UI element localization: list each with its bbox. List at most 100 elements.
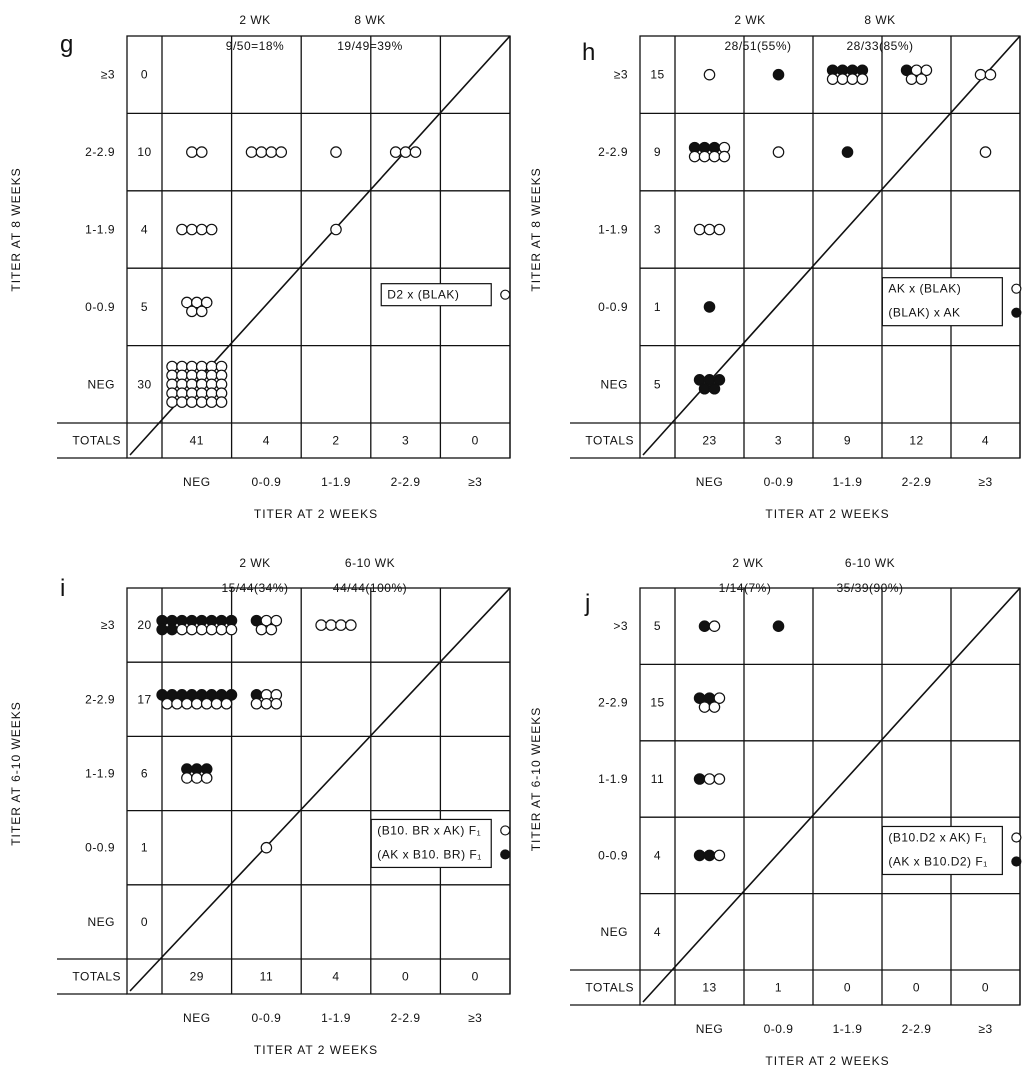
data-point-filled [772,68,785,81]
row-label: ≥3 [614,68,628,82]
header-stat-b: 19/49=39% [337,39,403,53]
x-tick-label: 0-0.9 [251,1011,281,1025]
legend-label: (AK x B10. BR) F₁ [377,847,482,861]
data-point-open [245,146,258,158]
header-stat-b: 28/33(85%) [846,39,913,53]
data-point-filled [703,301,716,313]
row-label: 1-1.9 [85,223,115,237]
y-axis-label: TITER AT 8 WEEKS [9,167,23,291]
data-point-open [335,619,347,631]
x-tick-label: ≥3 [468,475,482,489]
row-label: 0-0.9 [598,300,628,314]
data-point-open [856,73,869,85]
row-label: 2-2.9 [598,145,628,159]
data-point-open [270,697,283,710]
legend-box [370,818,492,869]
data-point-filled [841,146,854,158]
row-total: 17 [137,692,151,706]
header-stat-a: 28/51(55%) [724,39,791,53]
data-point-open [260,841,273,854]
column-total: 1 [775,981,782,995]
data-point-open [176,396,188,408]
y-axis-label: TITER AT 6-10 WEEKS [529,707,543,852]
panel-letter: j [584,590,590,617]
header-week-a: 2 WK [239,13,270,27]
x-tick-label: ≥3 [468,1011,482,1025]
column-total: 4 [332,970,339,984]
row-total: 5 [141,300,148,314]
row-label: 2-2.9 [598,696,628,710]
row-total: 6 [141,767,148,781]
data-point-filled [772,620,785,632]
totals-label: TOTALS [72,970,121,984]
data-point-open [186,146,198,158]
data-point-open [186,623,198,636]
data-point-open [195,223,208,236]
data-point-open [389,146,402,158]
data-point-open [713,849,726,862]
column-total: 4 [982,434,989,448]
legend-label: (BLAK) x AK [888,306,960,320]
data-point-filled [708,382,721,395]
data-point-open [713,223,726,236]
row-total: 5 [654,619,661,633]
row-label: NEG [600,925,628,939]
x-tick-label: NEG [183,1011,211,1025]
data-point-open [186,396,198,408]
row-total: 5 [654,377,661,391]
x-tick-label: 1-1.9 [321,475,351,489]
row-label: NEG [600,377,628,391]
data-point-open [200,296,213,309]
data-point-open [195,305,208,318]
data-point-open [255,146,268,158]
column-total: 0 [402,970,409,984]
legend-label: D2 x (BLAK) [387,288,459,302]
column-total: 0 [472,970,479,984]
y-axis-label: TITER AT 8 WEEKS [529,167,543,291]
data-point-open [181,772,193,784]
row-label: NEG [87,377,115,391]
data-point-open [275,146,288,158]
data-point-filled [693,849,706,862]
row-label: NEG [87,915,115,929]
data-point-open [409,146,422,158]
x-tick-label: 2-2.9 [391,475,421,489]
data-point-filled [156,623,168,636]
row-label: >3 [613,619,628,633]
data-point-open [265,623,278,636]
x-tick-label: 2-2.9 [391,1011,421,1025]
totals-label: TOTALS [72,434,121,448]
column-total: 0 [913,981,920,995]
data-point-open [200,697,213,710]
panel-j: j2 WK 6-10 WK1/14(7%) 35/39(90%)>3 52-2.9 15… [529,556,1022,1068]
data-point-open [171,697,183,710]
x-tick-label: 0-0.9 [764,475,794,489]
data-point-open [205,396,218,408]
data-point-open [345,619,357,631]
row-total: 0 [141,68,148,82]
diagonal-line [642,587,1021,1003]
data-point-open [195,146,208,158]
row-total: 4 [654,848,661,862]
column-total: 13 [702,981,716,995]
column-total: 29 [190,970,204,984]
data-point-open [186,305,198,318]
header-week-a: 2 WK [732,556,763,570]
row-total: 11 [651,772,664,786]
data-point-open [191,772,203,784]
data-point-open [698,701,711,713]
data-point-filled [698,620,711,632]
data-point-open [225,623,238,636]
header-week-a: 2 WK [239,556,270,570]
legend-box [881,277,1003,327]
x-tick-label: 2-2.9 [902,475,932,489]
column-total: 11 [260,970,273,984]
data-point-open [984,68,997,81]
data-point-open [176,623,188,636]
row-total: 15 [650,696,664,710]
row-total: 9 [654,145,661,159]
header-week-a: 2 WK [734,13,765,27]
